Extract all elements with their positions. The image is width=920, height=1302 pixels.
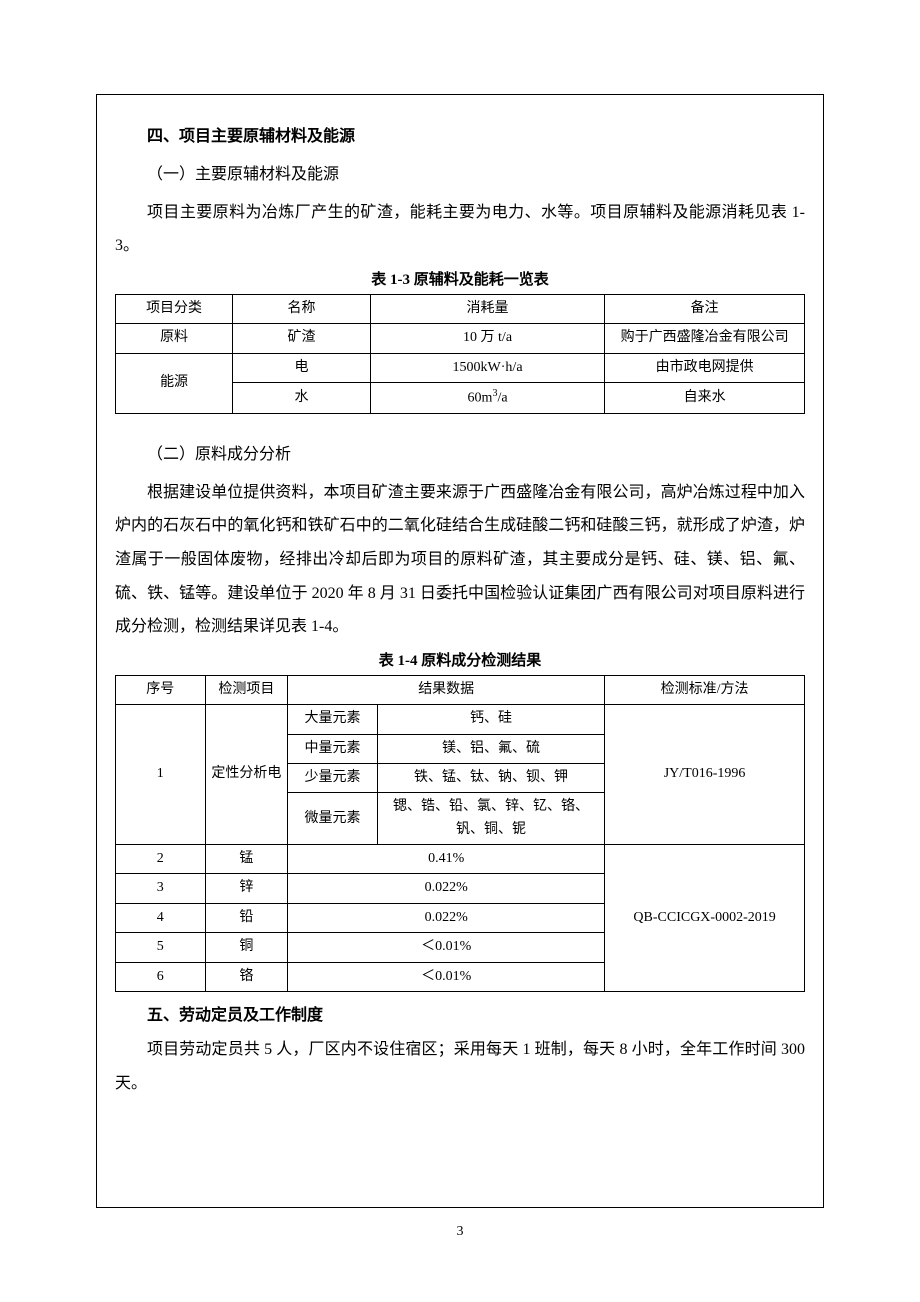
table-header-cell: 序号: [116, 675, 206, 704]
table-cell: 购于广西盛隆冶金有限公司: [605, 324, 805, 353]
table-cell: 铅: [205, 903, 288, 932]
table-cell: 镁、铝、氟、硫: [377, 734, 604, 763]
table-cell: 锶、锆、铅、氯、锌、钇、铬、钒、铜、铌: [377, 793, 604, 845]
table-cell: 0.41%: [288, 845, 605, 874]
table-cell: 0.022%: [288, 874, 605, 903]
table-cell: 原料: [116, 324, 233, 353]
table-row: 能源 电 1500kW·h/a 由市政电网提供: [116, 353, 805, 382]
section-4-heading: 四、项目主要原辅材料及能源: [115, 119, 805, 154]
page-frame: 四、项目主要原辅材料及能源 （一）主要原辅材料及能源 项目主要原料为冶炼厂产生的…: [96, 94, 824, 1208]
table-cell: QB-CCICGX-0002-2019: [605, 845, 805, 992]
table-header-cell: 检测项目: [205, 675, 288, 704]
table-cell: 微量元素: [288, 793, 378, 845]
table-cell: 4: [116, 903, 206, 932]
table-row: 2 锰 0.41% QB-CCICGX-0002-2019: [116, 845, 805, 874]
table-cell: ＜0.01%: [288, 962, 605, 991]
table-header-cell: 名称: [233, 294, 371, 323]
section-4-1-para: 项目主要原料为冶炼厂产生的矿渣，能耗主要为电力、水等。项目原辅料及能源消耗见表 …: [115, 196, 805, 263]
section-4-1-heading: （一）主要原辅材料及能源: [115, 154, 805, 196]
table-cell: 中量元素: [288, 734, 378, 763]
table-cell: JY/T016-1996: [605, 705, 805, 845]
table-cell: 由市政电网提供: [605, 353, 805, 382]
table-cell: 1500kW·h/a: [370, 353, 604, 382]
section-5-heading: 五、劳动定员及工作制度: [115, 998, 805, 1033]
table-row: 项目分类 名称 消耗量 备注: [116, 294, 805, 323]
table-cell: 6: [116, 962, 206, 991]
page-number: 3: [0, 1224, 920, 1240]
table-row: 1 定性分析电 大量元素 钙、硅 JY/T016-1996: [116, 705, 805, 734]
table-header-cell: 检测标准/方法: [605, 675, 805, 704]
table-header-cell: 项目分类: [116, 294, 233, 323]
table-cell: 自来水: [605, 383, 805, 414]
section-5-para: 项目劳动定员共 5 人，厂区内不设住宿区；采用每天 1 班制，每天 8 小时，全…: [115, 1033, 805, 1100]
table-cell: 能源: [116, 353, 233, 413]
table-cell: 铁、锰、钛、钠、钡、钾: [377, 763, 604, 792]
table-header-cell: 结果数据: [288, 675, 605, 704]
table-cell: 钙、硅: [377, 705, 604, 734]
table-row: 序号 检测项目 结果数据 检测标准/方法: [116, 675, 805, 704]
table-cell: 少量元素: [288, 763, 378, 792]
table-header-cell: 消耗量: [370, 294, 604, 323]
table-cell: 5: [116, 933, 206, 962]
table-1-3: 项目分类 名称 消耗量 备注 原料 矿渣 10 万 t/a 购于广西盛隆冶金有限…: [115, 294, 805, 414]
section-4-2-para: 根据建设单位提供资料，本项目矿渣主要来源于广西盛隆冶金有限公司，高炉冶炼过程中加…: [115, 476, 805, 644]
table-1-4: 序号 检测项目 结果数据 检测标准/方法 1 定性分析电 大量元素 钙、硅 JY…: [115, 675, 805, 992]
table-cell: 矿渣: [233, 324, 371, 353]
table-cell: 水: [233, 383, 371, 414]
table-cell: 铜: [205, 933, 288, 962]
table-cell: 1: [116, 705, 206, 845]
table-1-3-caption: 表 1-3 原辅料及能耗一览表: [115, 267, 805, 294]
amount-post: /a: [497, 391, 507, 406]
table-cell: 60m3/a: [370, 383, 604, 414]
table-cell: 2: [116, 845, 206, 874]
table-cell: ＜0.01%: [288, 933, 605, 962]
table-cell: 大量元素: [288, 705, 378, 734]
section-4-2-heading: （二）原料成分分析: [115, 434, 805, 476]
table-cell: 铬: [205, 962, 288, 991]
table-cell: 锌: [205, 874, 288, 903]
table-row: 原料 矿渣 10 万 t/a 购于广西盛隆冶金有限公司: [116, 324, 805, 353]
table-1-4-caption: 表 1-4 原料成分检测结果: [115, 648, 805, 675]
table-cell: 0.022%: [288, 903, 605, 932]
table-cell: 10 万 t/a: [370, 324, 604, 353]
table-cell: 定性分析电: [205, 705, 288, 845]
table-cell: 锰: [205, 845, 288, 874]
table-header-cell: 备注: [605, 294, 805, 323]
table-cell: 3: [116, 874, 206, 903]
amount-pre: 60m: [468, 391, 493, 406]
table-cell: 电: [233, 353, 371, 382]
